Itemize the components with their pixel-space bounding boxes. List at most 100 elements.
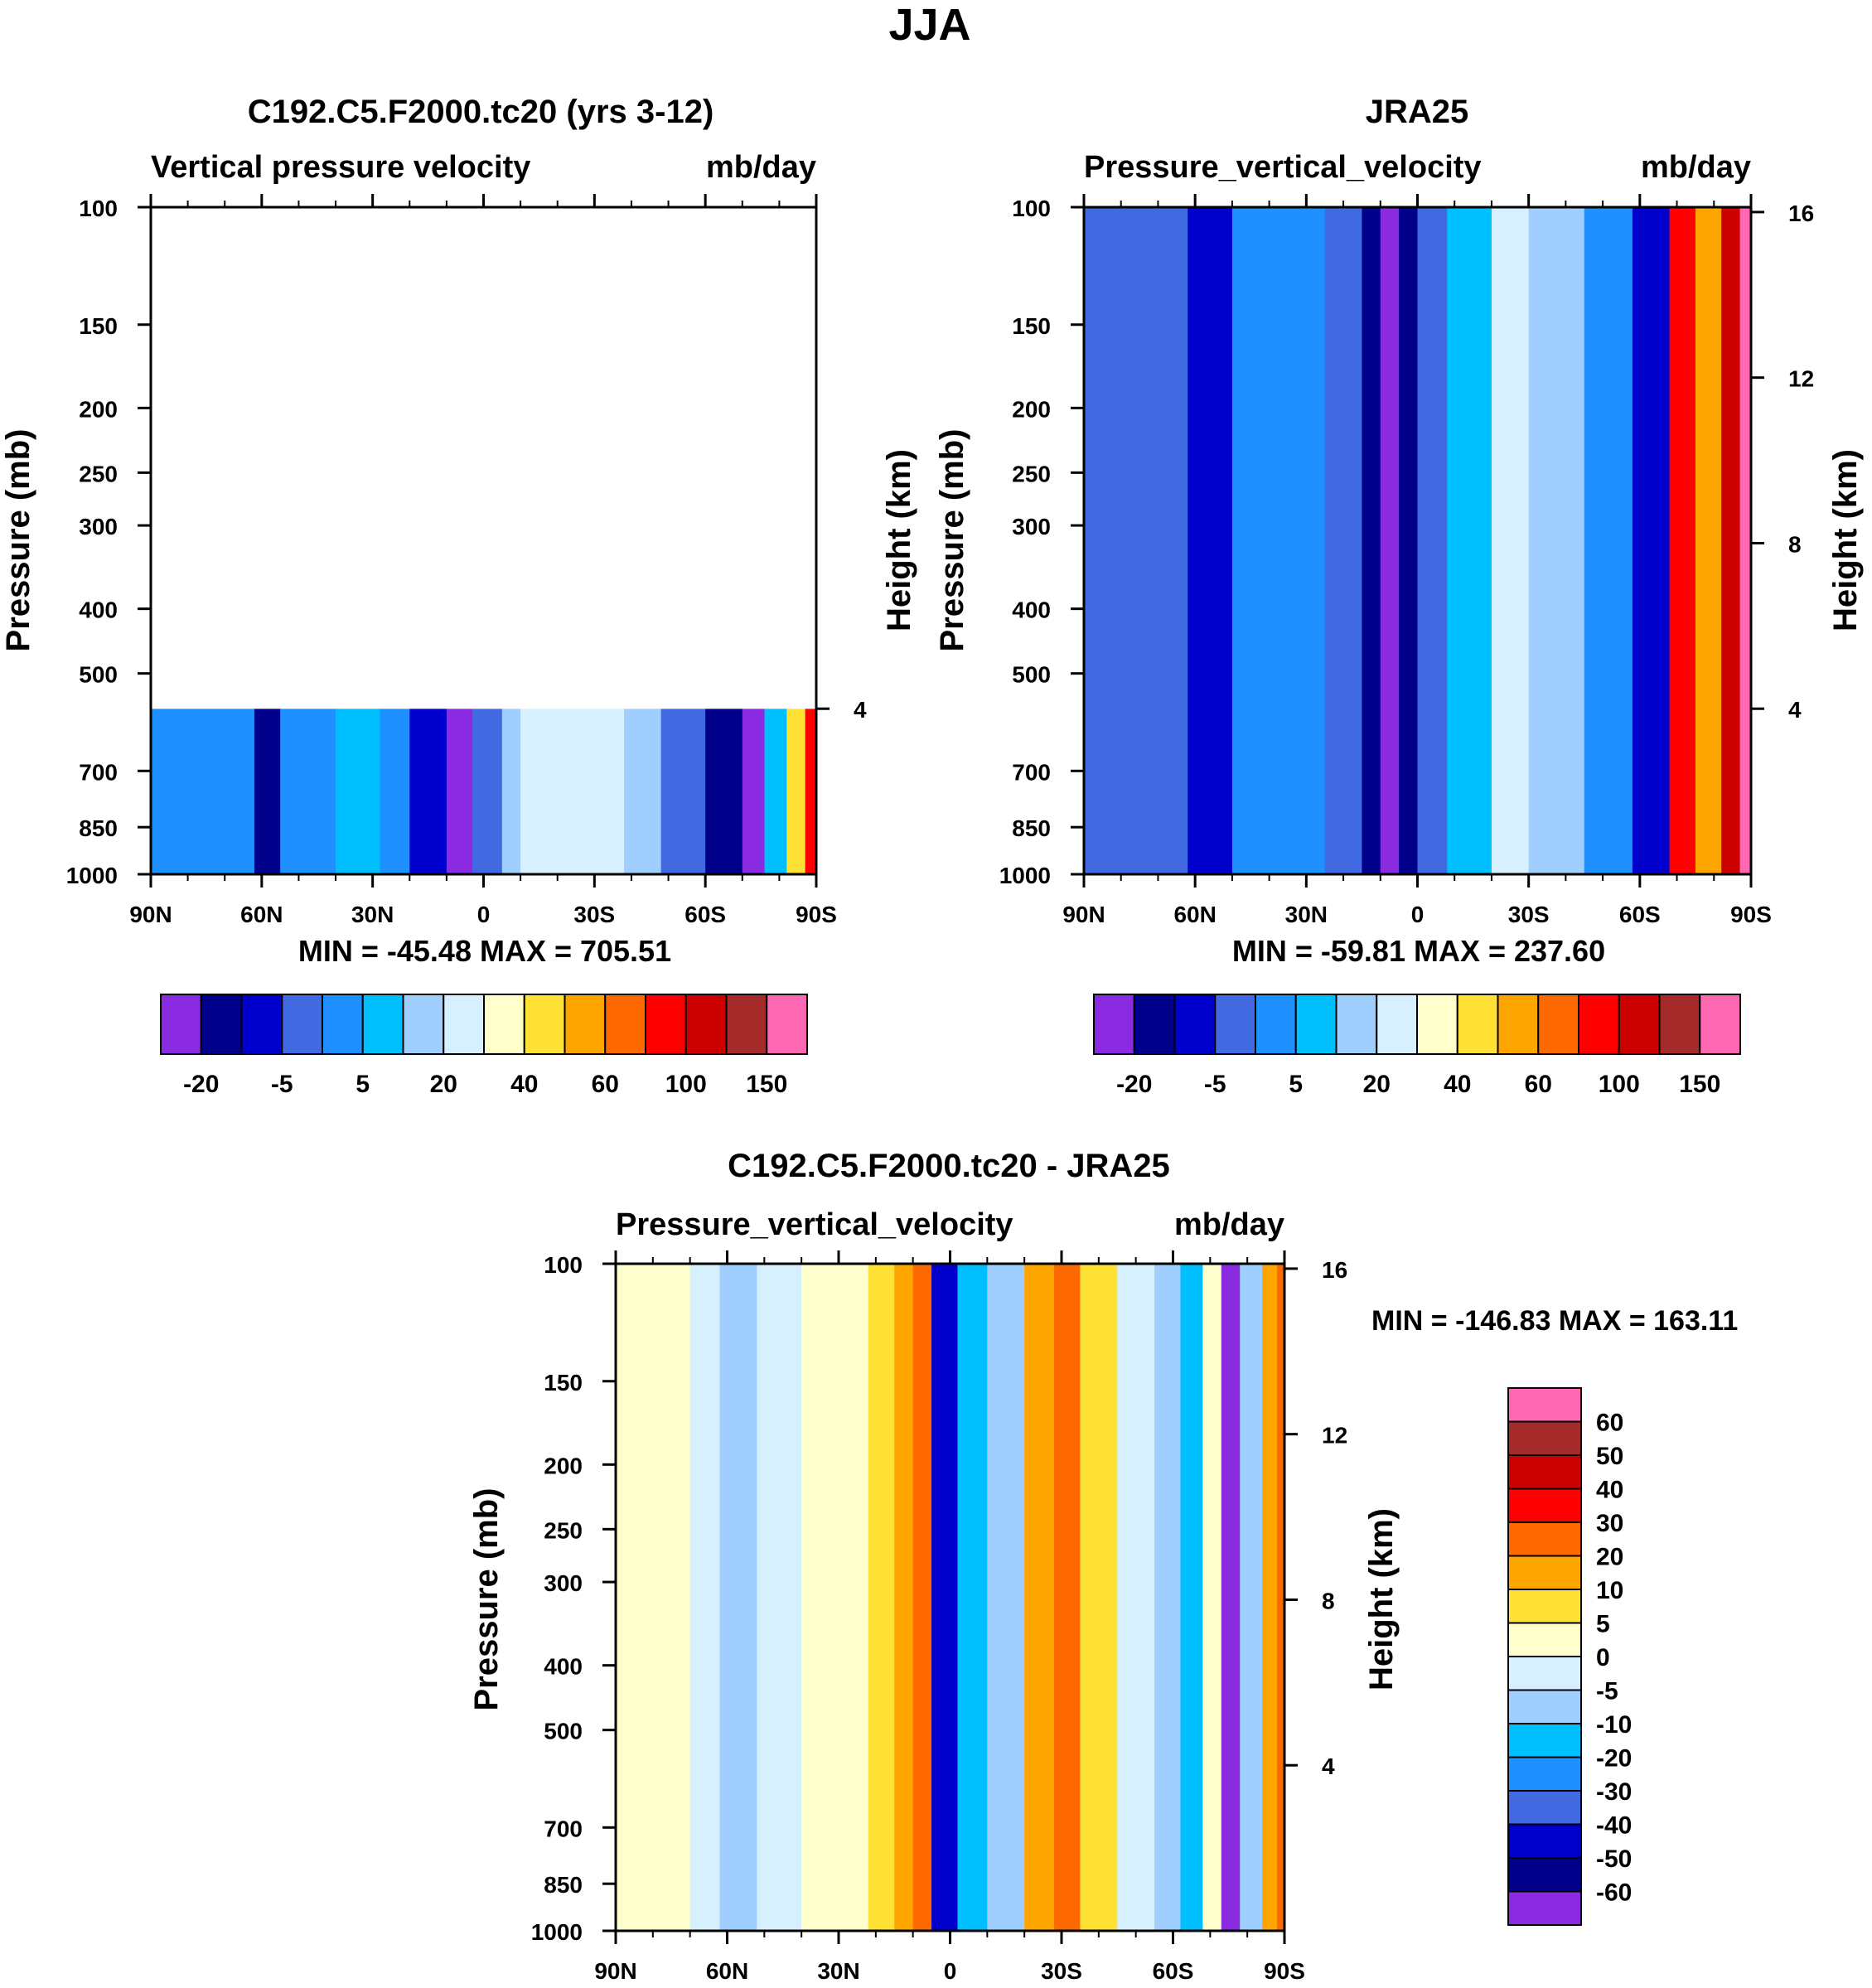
data-cell: [689, 1264, 721, 1931]
data-cell: [1632, 207, 1671, 874]
data-cell: [380, 709, 410, 874]
data-cell: [1240, 1264, 1263, 1931]
data-cell: [1024, 1264, 1055, 1931]
panel-diff-subtitle-right: mb/day: [1174, 1207, 1284, 1242]
data-cell: [501, 709, 521, 874]
y-tick-label: 400: [544, 1654, 583, 1680]
x-tick-label: 90S: [796, 902, 837, 927]
panel-diff-title: C192.C5.F2000.tc20 - JRA25: [728, 1148, 1170, 1184]
panel-obs-minmax: MIN = -59.81 MAX = 237.60: [1232, 934, 1605, 968]
x-tick-label: 60S: [684, 902, 726, 927]
data-cell: [1188, 207, 1233, 874]
colorbar-swatch: [1416, 994, 1458, 1055]
colorbar-swatch: [684, 994, 728, 1055]
data-cell: [616, 1264, 654, 1931]
colorbar-label: -20: [1596, 1745, 1632, 1773]
panel-obs-title: JRA25: [1366, 94, 1469, 130]
x-tick-label: 60N: [240, 902, 283, 927]
data-cell: [1139, 207, 1188, 874]
colorbar-label: 150: [1679, 1071, 1720, 1098]
data-cell: [520, 709, 577, 874]
colorbar-label: 5: [1289, 1071, 1303, 1098]
y-tick-label: 850: [79, 815, 118, 841]
colorbar-label: 30: [1596, 1510, 1623, 1537]
colorbar-swatch: [1507, 1521, 1582, 1557]
y-tick-label: 250: [1012, 461, 1051, 486]
plot-model: 100 150 200 250 300 400 500 700 850 1000 4 90N 60N 30…: [66, 194, 867, 927]
x-tick-label: 90N: [594, 1958, 636, 1984]
colorbar-swatch: [1497, 994, 1540, 1055]
y-tick-label: 100: [544, 1252, 583, 1278]
height-tick-label: 4: [854, 697, 867, 723]
y-tick-label: 1000: [66, 863, 118, 888]
colorbar-obs: -20 -5 5 20 40 60 100 150: [1093, 994, 1741, 1098]
colorbar-swatch: [1578, 994, 1620, 1055]
panel-diff-minmax: MIN = -146.83 MAX = 163.11: [1371, 1305, 1738, 1337]
y-tick-label: 300: [544, 1570, 583, 1596]
colorbar-swatch: [1255, 994, 1297, 1055]
x-tick-label: 90N: [129, 902, 172, 927]
data-cell: [894, 1264, 914, 1931]
panel-model-subtitle-right: mb/day: [706, 150, 816, 185]
data-cell: [624, 709, 662, 874]
x-tick-label: 30N: [1285, 902, 1328, 927]
colorbar-swatch: [1507, 1689, 1582, 1724]
data-cell: [805, 709, 817, 874]
data-cell: [206, 709, 255, 874]
y-tick-label: 200: [1012, 396, 1051, 422]
y-tick-label: 1000: [531, 1919, 583, 1945]
colorbar-label: 40: [510, 1071, 538, 1098]
data-cell: [719, 1264, 757, 1931]
panel-model-subtitle-left: Vertical pressure velocity: [151, 150, 530, 185]
colorbar-swatch: [1507, 1790, 1582, 1826]
data-cell: [1202, 1264, 1222, 1931]
data-cell: [1084, 207, 1140, 874]
data-cell: [1362, 207, 1381, 874]
data-cell: [868, 1264, 895, 1931]
data-cell: [409, 709, 447, 874]
x-tick-label: 60S: [1619, 902, 1661, 927]
colorbar-label: -5: [1204, 1071, 1226, 1098]
colorbar-label: -50: [1596, 1845, 1632, 1873]
colorbar-swatch: [483, 994, 525, 1055]
x-tick-label: 0: [944, 1958, 957, 1984]
colorbar-swatch: [1507, 1589, 1582, 1624]
data-cell: [764, 709, 787, 874]
data-cell: [1739, 207, 1752, 874]
panel-model-ylabel-left: Pressure (mb): [0, 429, 36, 652]
height-tick-label: 4: [1322, 1753, 1335, 1779]
colorbar-swatch: [160, 994, 202, 1055]
x-tick-label: 30S: [573, 902, 615, 927]
data-cell: [1380, 207, 1400, 874]
y-tick-label: 400: [79, 597, 118, 623]
data-cell: [1695, 207, 1722, 874]
colorbar-swatch: [523, 994, 566, 1055]
y-tick-label: 150: [1012, 313, 1051, 339]
y-tick-label: 500: [544, 1719, 583, 1744]
data-cell: [1447, 207, 1492, 874]
colorbar-label: -5: [271, 1071, 293, 1098]
colorbar-swatch: [1699, 994, 1741, 1055]
height-tick-label: 16: [1322, 1257, 1347, 1283]
data-cell: [576, 709, 625, 874]
colorbar-label: 60: [592, 1071, 619, 1098]
data-cell: [1262, 1264, 1278, 1931]
colorbar-swatch: [1093, 994, 1135, 1055]
x-tick-label: 90S: [1264, 1958, 1305, 1984]
data-cell: [1180, 1264, 1203, 1931]
y-tick-label: 250: [79, 461, 118, 486]
data-cell: [1584, 207, 1633, 874]
colorbar-label: -30: [1596, 1778, 1632, 1806]
data-cell: [1080, 1264, 1118, 1931]
height-tick-label: 12: [1322, 1423, 1347, 1449]
y-tick-label: 150: [79, 313, 118, 339]
data-cell: [912, 1264, 932, 1931]
panel-obs-subtitle-right: mb/day: [1641, 150, 1751, 185]
data-cell: [1417, 207, 1448, 874]
x-tick-label: 0: [1411, 902, 1425, 927]
colorbar-swatch: [1507, 1857, 1582, 1893]
colorbar-swatch: [240, 994, 283, 1055]
colorbar-label: 60: [1525, 1071, 1552, 1098]
data-cell: [151, 709, 207, 874]
